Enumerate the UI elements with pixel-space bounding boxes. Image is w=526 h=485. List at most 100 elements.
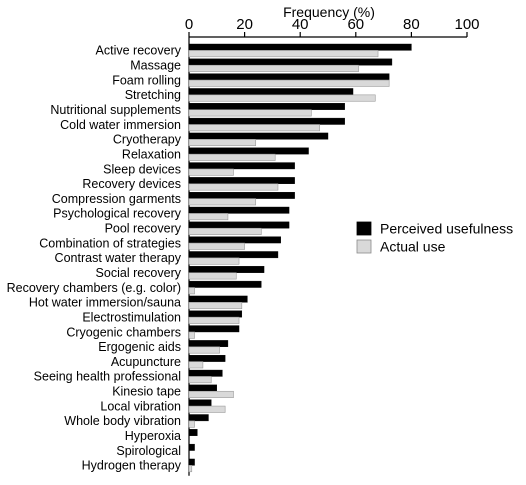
bar-actual-use bbox=[188, 198, 257, 206]
category-label: Social recovery bbox=[96, 266, 182, 280]
category-label: Active recovery bbox=[96, 44, 182, 58]
bar-actual-use bbox=[188, 64, 359, 72]
bar-actual-use bbox=[188, 257, 240, 265]
category-label: Massage bbox=[130, 59, 181, 73]
bar-actual-use bbox=[188, 302, 243, 310]
bar-perceived-usefulness bbox=[188, 73, 390, 81]
bar-perceived-usefulness bbox=[188, 147, 309, 155]
x-tick-label: 80 bbox=[403, 16, 420, 33]
category-label: Relaxation bbox=[122, 147, 181, 161]
bar-perceived-usefulness bbox=[188, 103, 345, 110]
x-tick-label: 20 bbox=[236, 16, 253, 33]
legend: Perceived usefulness Actual use bbox=[356, 221, 513, 255]
bar-actual-use bbox=[188, 50, 379, 58]
bar-perceived-usefulness bbox=[188, 266, 265, 273]
legend-swatch bbox=[356, 221, 372, 236]
bar-actual-use bbox=[188, 94, 376, 102]
bar-perceived-usefulness bbox=[188, 236, 281, 244]
bar-actual-use bbox=[188, 139, 257, 147]
bar-actual-use bbox=[188, 124, 320, 132]
x-tick-label: 40 bbox=[292, 16, 309, 33]
category-label: Combination of strategies bbox=[39, 236, 181, 250]
category-label: Recovery chambers (e.g. color) bbox=[7, 281, 181, 295]
bar-actual-use bbox=[188, 316, 240, 324]
bar-perceived-usefulness bbox=[188, 58, 393, 66]
category-label: Cryotherapy bbox=[113, 133, 182, 147]
category-label: Psychological recovery bbox=[53, 207, 182, 221]
bar-perceived-usefulness bbox=[188, 295, 248, 303]
bar-actual-use bbox=[188, 331, 195, 339]
category-label: Cold water immersion bbox=[60, 118, 181, 132]
category-label: Hot water immersion/sauna bbox=[29, 296, 181, 310]
bar-perceived-usefulness bbox=[188, 162, 295, 170]
bar-actual-use bbox=[188, 390, 234, 398]
category-label: Recovery devices bbox=[82, 177, 181, 191]
category-label: Hydrogen therapy bbox=[82, 459, 182, 473]
bar-perceived-usefulness bbox=[188, 369, 223, 377]
bar-perceived-usefulness bbox=[188, 117, 345, 125]
category-label: Foam rolling bbox=[112, 73, 181, 87]
legend-swatch bbox=[356, 239, 372, 254]
bar-actual-use bbox=[188, 361, 204, 369]
legend-label: Actual use bbox=[380, 239, 446, 255]
bar-perceived-usefulness bbox=[188, 43, 412, 51]
category-label: Sleep devices bbox=[103, 162, 181, 176]
category-label: Cryogenic chambers bbox=[66, 325, 181, 339]
x-tick-label: 60 bbox=[347, 16, 364, 33]
bars bbox=[188, 43, 412, 473]
bar-actual-use bbox=[188, 168, 234, 176]
bar-actual-use bbox=[188, 227, 262, 235]
category-label: Seeing health professional bbox=[34, 370, 181, 384]
bar-actual-use bbox=[188, 153, 276, 161]
bar-actual-use bbox=[188, 346, 220, 354]
bar-perceived-usefulness bbox=[188, 221, 290, 229]
bar-actual-use bbox=[188, 376, 212, 384]
bar-perceived-usefulness bbox=[188, 132, 329, 140]
x-axis-title: Frequency (%) bbox=[283, 4, 375, 20]
category-label: Kinesio tape bbox=[112, 385, 181, 399]
x-tick-label: 0 bbox=[185, 16, 193, 33]
category-label: Hyperoxia bbox=[125, 429, 181, 443]
bar-perceived-usefulness bbox=[188, 310, 243, 318]
category-label: Acupuncture bbox=[111, 355, 181, 369]
category-label: Local vibration bbox=[100, 399, 181, 413]
category-label: Spirological bbox=[116, 444, 181, 458]
category-label: Compression garments bbox=[52, 192, 181, 206]
bar-perceived-usefulness bbox=[188, 458, 195, 466]
bar-perceived-usefulness bbox=[188, 355, 226, 362]
bar-perceived-usefulness bbox=[188, 177, 295, 184]
category-label: Ergogenic aids bbox=[98, 340, 181, 354]
bar-actual-use bbox=[188, 109, 312, 117]
bar-perceived-usefulness bbox=[188, 399, 212, 407]
bar-perceived-usefulness bbox=[188, 191, 295, 199]
category-label: Whole body vibration bbox=[64, 414, 181, 428]
bar-actual-use bbox=[188, 79, 390, 87]
bar-perceived-usefulness bbox=[188, 414, 209, 422]
category-label: Stretching bbox=[125, 88, 181, 102]
bar-perceived-usefulness bbox=[188, 429, 198, 436]
bar-perceived-usefulness bbox=[188, 88, 354, 96]
category-label: Pool recovery bbox=[105, 222, 182, 236]
legend-label: Perceived usefulness bbox=[380, 221, 513, 237]
category-label: Contrast water therapy bbox=[55, 251, 182, 265]
bar-perceived-usefulness bbox=[188, 251, 279, 259]
bar-actual-use bbox=[188, 420, 195, 428]
category-label: Nutritional supplements bbox=[50, 103, 181, 117]
bar-perceived-usefulness bbox=[188, 280, 262, 288]
bar-actual-use bbox=[188, 405, 226, 413]
bar-perceived-usefulness bbox=[188, 206, 290, 214]
bar-perceived-usefulness bbox=[188, 340, 229, 347]
x-tick-label: 100 bbox=[454, 16, 479, 33]
category-label: Electrostimulation bbox=[82, 310, 181, 324]
bar-actual-use bbox=[188, 272, 237, 280]
bar-actual-use bbox=[188, 183, 279, 191]
bar-perceived-usefulness bbox=[188, 384, 217, 392]
bar-actual-use bbox=[188, 287, 195, 295]
bar-actual-use bbox=[188, 465, 193, 473]
bar-actual-use bbox=[188, 213, 229, 221]
bar-perceived-usefulness bbox=[188, 325, 240, 333]
bar-actual-use bbox=[188, 242, 245, 250]
bar-perceived-usefulness bbox=[188, 443, 195, 451]
